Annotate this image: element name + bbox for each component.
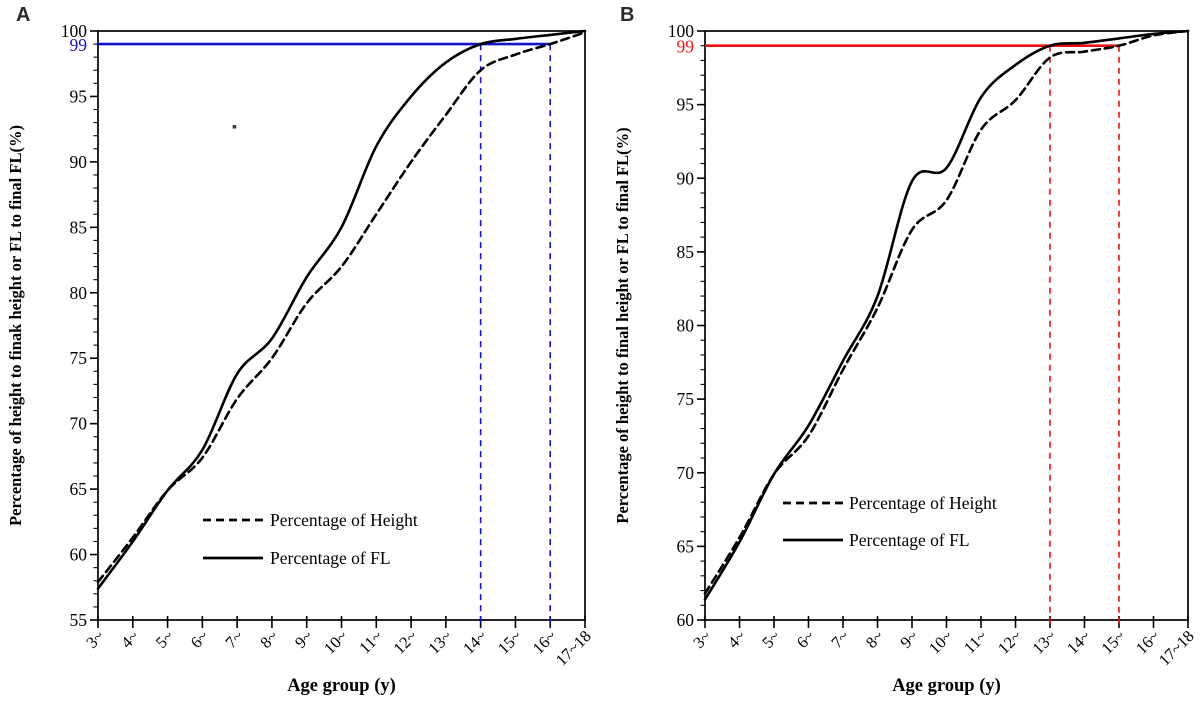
panel-a-plot-box xyxy=(97,30,586,621)
panel-b-x-tick-label-11~: 11~ xyxy=(960,626,991,657)
panel-b-curve-fl xyxy=(703,29,1190,601)
panel-a-x-tick-label-17~18: 17~18 xyxy=(552,626,595,669)
panel-b-y-tick-label-95: 95 xyxy=(677,95,695,115)
panel-a-y-tick-label-100: 100 xyxy=(61,21,88,41)
panel-b-y-tick-label-90: 90 xyxy=(677,168,695,188)
panel-b-y-tick-label-65: 65 xyxy=(677,536,695,556)
panel-b-letter: B xyxy=(620,4,635,26)
panel-a-x-tick-label-15~: 15~ xyxy=(494,626,525,657)
panel-b-x-tick-label-12~: 12~ xyxy=(994,626,1025,657)
panel-a-y-tick-label-90: 90 xyxy=(70,152,88,172)
panel-a-y-tick-label-80: 80 xyxy=(70,283,88,303)
panel-a-y-tick-label-55: 55 xyxy=(70,610,88,630)
panel-a-stray-dot xyxy=(232,125,237,129)
panel-b-x-tick-label-17~18: 17~18 xyxy=(1155,626,1198,669)
panel-b-x-tick-label-10~: 10~ xyxy=(925,626,956,657)
panel-a-y-tick-label-60: 60 xyxy=(70,545,88,565)
panel-a-legend-label-0: Percentage of Height xyxy=(270,510,418,530)
panel-a-x-tick-label-7~: 7~ xyxy=(221,626,247,652)
panel-a-x-tick-label-3~: 3~ xyxy=(82,626,108,652)
panel-b-y-tick-label-100: 100 xyxy=(668,21,695,41)
panel-a-x-tick-label-13~: 13~ xyxy=(424,626,455,657)
panel-b-x-tick-label-15~: 15~ xyxy=(1097,626,1128,657)
panel-b-y-tick-label-60: 60 xyxy=(677,610,695,630)
panel-a-curve-fl xyxy=(96,29,587,590)
panel-b-x-tick-label-4~: 4~ xyxy=(724,626,750,652)
panel-a-x-tick-label-6~: 6~ xyxy=(187,626,213,652)
panel-b-x-tick-label-7~: 7~ xyxy=(827,626,853,652)
panel-b-x-tick-label-3~: 3~ xyxy=(689,626,715,652)
panel-a-y-tick-label-85: 85 xyxy=(70,217,88,237)
panel-b-y-tick-label-70: 70 xyxy=(677,463,695,483)
panel-b-x-tick-label-14~: 14~ xyxy=(1063,626,1094,657)
panel-a-y-tick-label-95: 95 xyxy=(70,86,88,106)
panel-a-y-tick-label-99-highlight: 99 xyxy=(70,35,88,55)
panel-b-x-tick-label-5~: 5~ xyxy=(758,626,784,652)
panel-b-legend-label-0: Percentage of Height xyxy=(849,493,997,513)
panel-b-x-tick-label-9~: 9~ xyxy=(896,626,922,652)
panel-a-y-tick-label-70: 70 xyxy=(70,414,88,434)
panel-a-x-tick-label-14~: 14~ xyxy=(459,626,490,657)
panel-a-x-tick-label-11~: 11~ xyxy=(355,626,386,657)
panel-a-x-tick-label-8~: 8~ xyxy=(256,626,282,652)
panel-a-x-tick-label-12~: 12~ xyxy=(389,626,420,657)
panel-b-y-tick-label-80: 80 xyxy=(677,316,695,336)
panel-b-y-tick-label-75: 75 xyxy=(677,389,695,409)
panel-a-x-axis-title: Age group (y) xyxy=(287,676,396,696)
panel-a-curve-height xyxy=(96,30,587,584)
panel-b-legend-label-1: Percentage of FL xyxy=(849,530,970,550)
panel-b-y-tick-label-99-highlight: 99 xyxy=(677,37,695,57)
panel-b-y-tick-label-85: 85 xyxy=(677,242,695,262)
panel-a-y-tick-label-65: 65 xyxy=(70,479,88,499)
panel-a-y-axis-title: Percentage of height to finak height or … xyxy=(6,125,25,526)
panel-b-x-tick-label-13~: 13~ xyxy=(1028,626,1059,657)
panel-a-letter: A xyxy=(16,4,31,26)
panel-b-x-tick-label-6~: 6~ xyxy=(793,626,819,652)
panel-b-y-axis-title: Percentage of height to final height or … xyxy=(613,127,632,523)
panel-a-x-tick-label-10~: 10~ xyxy=(320,626,351,657)
panel-a-y-tick-label-75: 75 xyxy=(70,348,88,368)
panel-a-x-tick-label-4~: 4~ xyxy=(117,626,143,652)
panel-b-x-axis-title: Age group (y) xyxy=(892,676,1001,696)
panel-a-legend-label-1: Percentage of FL xyxy=(270,548,391,568)
panel-a-x-tick-label-5~: 5~ xyxy=(152,626,178,652)
panel-a-x-tick-label-9~: 9~ xyxy=(291,626,317,652)
panel-b-x-tick-label-8~: 8~ xyxy=(862,626,888,652)
